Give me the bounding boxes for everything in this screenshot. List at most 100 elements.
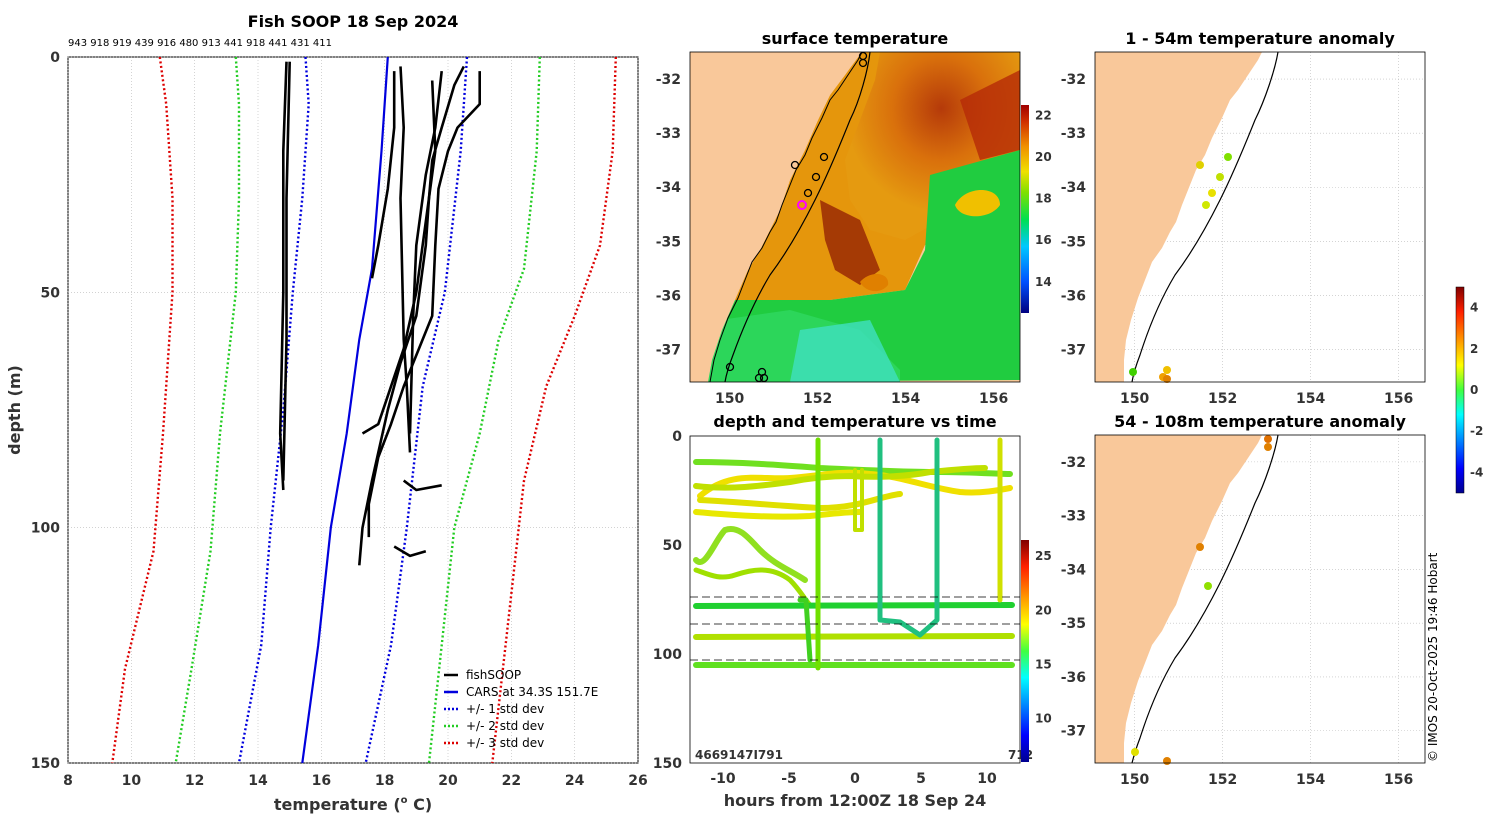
profile-x-ticks: 8 10 12 14 16 18 20 22 24 26 [63, 773, 648, 789]
map-y-tick: -36 [1061, 288, 1086, 304]
anomaly-colorbar: 4 2 0 -2 -4 [1455, 286, 1483, 494]
anomaly-map-1-x-ticks: 150 152 154 156 [1120, 391, 1413, 407]
fishsoop-profile [370, 71, 396, 279]
map-y-tick: -35 [1061, 616, 1086, 632]
profile-plot-area [67, 56, 639, 764]
profile-y-tick: 0 [50, 50, 60, 66]
profile-x-tick: 24 [565, 773, 585, 789]
colorbar-tick: 0 [1470, 383, 1478, 397]
profile-series-line [111, 56, 174, 764]
map-y-tick: -33 [1061, 126, 1086, 142]
timeseries-x-tick: -10 [710, 771, 736, 787]
timeseries-x-tick: 5 [916, 771, 926, 787]
anomaly-map-2-points [1131, 435, 1272, 765]
map-x-tick: 154 [891, 391, 920, 407]
map-x-tick: 152 [1208, 772, 1237, 788]
map-y-tick: -34 [656, 180, 682, 196]
colorbar-tick: 20 [1035, 150, 1052, 164]
timeseries-xlabel: hours from 12:00Z 18 Sep 24 [724, 791, 986, 810]
profile-top-labels: 943 918 919 439 916 480 913 441 918 441 … [68, 38, 332, 49]
timeseries-title: depth and temperature vs time [713, 412, 996, 431]
map-y-tick: -34 [1061, 562, 1087, 578]
profile-y-tick: 150 [31, 756, 60, 772]
anomaly-map-1-points [1129, 153, 1232, 383]
sst-x-ticks: 150 152 154 156 [715, 391, 1008, 407]
current-station-marker [797, 200, 807, 210]
colorbar-tick: 14 [1035, 275, 1052, 289]
profile-y-ticks: 0 50 100 150 [31, 50, 60, 772]
profile-series-line [364, 56, 469, 764]
anomaly-colorbar-ticks: 4 2 0 -2 -4 [1470, 301, 1483, 480]
sst-colorbar [1021, 105, 1029, 313]
timeseries-colorbar-ticks: 25 20 15 10 [1035, 549, 1052, 725]
timeseries-x-tick: -5 [781, 771, 797, 787]
map-x-tick: 150 [1120, 772, 1149, 788]
map-x-tick: 154 [1296, 772, 1325, 788]
profile-series-line [174, 56, 241, 764]
map-y-tick: -33 [1061, 509, 1086, 525]
fishsoop-profile [408, 70, 443, 434]
map-x-tick: 152 [803, 391, 832, 407]
map-x-tick: 154 [1296, 391, 1325, 407]
timeseries-chart: depth and temperature vs time -10 -5 0 5 10 … [653, 412, 1052, 810]
profile-x-tick: 22 [502, 773, 521, 789]
profile-lines [111, 56, 617, 764]
sst-station-markers [725, 52, 868, 382]
legend-3std: +/- 3 std dev [466, 736, 544, 750]
profile-x-tick: 12 [185, 773, 204, 789]
profile-y-tick: 100 [31, 521, 60, 537]
map-y-tick: -35 [656, 234, 681, 250]
timeseries-y-ticks: 0 50 100 150 [653, 429, 682, 772]
fishsoop-profile [358, 65, 465, 566]
anomaly-map-2-title: 54 - 108m temperature anomaly [1114, 412, 1406, 431]
map-y-tick: -35 [1061, 234, 1086, 250]
timeseries-data [690, 437, 1020, 671]
map-y-tick: -37 [656, 343, 681, 359]
colorbar-tick: 10 [1035, 712, 1052, 726]
anomaly-map-1-y-ticks: -32 -33 -34 -35 -36 -37 [1061, 72, 1087, 358]
timeseries-bottom-left-label: 4669147I791 [695, 748, 783, 762]
profile-x-tick: 8 [63, 773, 73, 789]
sst-title: surface temperature [762, 29, 949, 48]
fishsoop-profile [399, 66, 412, 453]
profile-x-tick: 14 [248, 773, 268, 789]
map-y-tick: -33 [656, 126, 681, 142]
anomaly-map-2: 54 - 108m temperature anomaly 150 152 154 1… [1061, 412, 1426, 788]
fishsoop-profile [393, 545, 427, 558]
colorbar-tick: 15 [1035, 658, 1052, 672]
timeseries-x-tick: 0 [850, 771, 860, 787]
fishsoop-profile [402, 479, 442, 492]
map-y-tick: -32 [656, 72, 681, 88]
map-y-tick: -32 [1061, 455, 1086, 471]
profile-x-tick: 26 [628, 773, 647, 789]
sst-colorbar-ticks: 22 20 18 16 14 [1035, 108, 1052, 288]
legend-fishsoop: fishSOOP [466, 668, 521, 682]
profile-x-tick: 10 [122, 773, 142, 789]
legend-2std: +/- 2 std dev [466, 719, 544, 733]
colorbar-tick: 2 [1470, 342, 1478, 356]
colorbar-tick: 20 [1035, 603, 1052, 617]
map-x-tick: 156 [1384, 391, 1413, 407]
profile-y-tick: 50 [41, 285, 61, 301]
profile-grid [67, 56, 639, 764]
sst-y-ticks: -32 -33 -34 -35 -36 -37 [656, 72, 682, 358]
anomaly-map-1: 1 - 54m temperature anomaly 150 152 154 156… [1061, 29, 1426, 407]
timeseries-x-tick: 10 [977, 771, 997, 787]
map-y-tick: -36 [1061, 670, 1086, 686]
legend-1std: +/- 1 std dev [466, 702, 544, 716]
colorbar-tick: 4 [1470, 301, 1478, 315]
map-x-tick: 150 [1120, 391, 1149, 407]
profile-x-tick: 18 [375, 773, 394, 789]
sst-image [690, 52, 1020, 382]
timeseries-y-tick: 100 [653, 647, 682, 663]
colorbar-tick: 16 [1035, 233, 1052, 247]
fishsoop-profile [278, 61, 288, 491]
timeseries-y-tick: 150 [653, 756, 682, 772]
anomaly-map-2-land [1095, 435, 1262, 763]
profile-x-tick: 16 [312, 773, 331, 789]
timeseries-colorbar [1021, 540, 1029, 762]
map-x-tick: 156 [1384, 772, 1413, 788]
credit-text: © IMOS 20-Oct-2025 19:46 Hobart [1426, 552, 1440, 762]
map-y-tick: -37 [1061, 343, 1086, 359]
